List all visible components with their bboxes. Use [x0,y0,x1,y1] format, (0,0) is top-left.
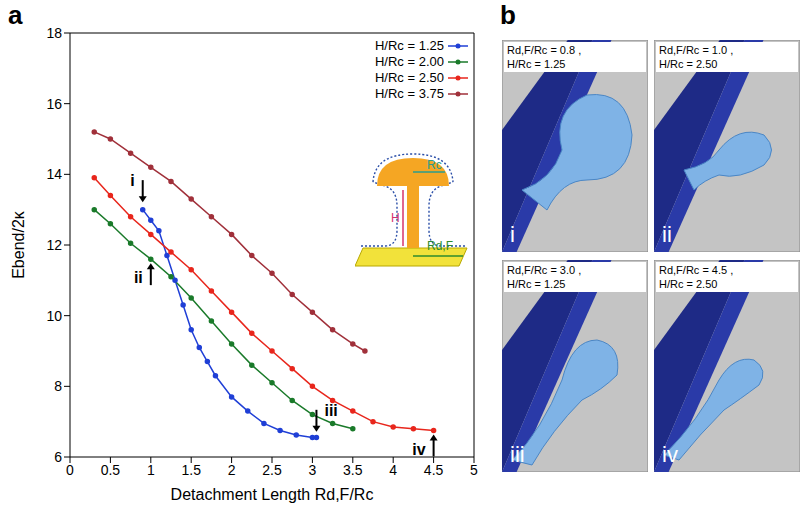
svg-text:iii: iii [324,402,337,419]
svg-text:H/Rc = 2.50: H/Rc = 2.50 [659,278,717,290]
svg-text:1: 1 [147,462,155,478]
svg-text:14: 14 [46,166,62,182]
svg-text:Detachment Length Rd,F/Rc: Detachment Length Rd,F/Rc [171,486,374,503]
svg-text:Rd,F/Rc = 1.0 ,: Rd,F/Rc = 1.0 , [659,44,733,56]
svg-text:H: H [391,211,400,225]
svg-text:Rd,F/Rc = 0.8 ,: Rd,F/Rc = 0.8 , [507,44,581,56]
svg-text:iii: iii [510,442,525,467]
svg-text:2: 2 [228,462,236,478]
svg-text:2.5: 2.5 [262,462,282,478]
svg-text:3: 3 [309,462,317,478]
html-text:H/Rc = 1.25: H/Rc = 1.25 [375,38,444,53]
svg-text:i: i [130,172,134,189]
svg-text:Rd,F/Rc = 4.5 ,: Rd,F/Rc = 4.5 , [659,264,733,276]
svg-text:4.5: 4.5 [424,462,444,478]
svg-text:18: 18 [46,25,62,41]
svg-text:ii: ii [134,269,143,286]
svg-text:Rc: Rc [427,158,442,172]
svg-text:0: 0 [66,462,74,478]
html-text:H/Rc = 2.50: H/Rc = 2.50 [375,70,444,85]
svg-text:H/Rc = 2.50: H/Rc = 2.50 [659,58,717,70]
svg-text:H/Rc = 1.25: H/Rc = 1.25 [507,278,565,290]
svg-text:Ebend/2κ: Ebend/2κ [10,210,27,279]
svg-text:3.5: 3.5 [343,462,363,478]
svg-text:5: 5 [470,462,478,478]
html-text:H/Rc = 3.75: H/Rc = 3.75 [375,86,444,101]
svg-text:ii: ii [662,222,672,247]
svg-text:0.5: 0.5 [101,462,121,478]
svg-text:iv: iv [662,442,678,467]
svg-text:1.5: 1.5 [181,462,201,478]
svg-text:H/Rc = 1.25: H/Rc = 1.25 [507,58,565,70]
html-text:b: b [500,0,516,30]
svg-text:8: 8 [54,378,62,394]
html-text:a: a [8,0,23,30]
svg-text:12: 12 [46,237,62,253]
svg-text:Rd,F: Rd,F [427,239,453,253]
svg-text:10: 10 [46,308,62,324]
svg-text:16: 16 [46,96,62,112]
svg-text:i: i [510,222,515,247]
html-text:H/Rc = 2.00: H/Rc = 2.00 [375,54,444,69]
svg-text:Rd,F/Rc = 3.0 ,: Rd,F/Rc = 3.0 , [507,264,581,276]
svg-text:4: 4 [389,462,397,478]
svg-text:iv: iv [412,441,425,458]
svg-text:6: 6 [54,449,62,465]
